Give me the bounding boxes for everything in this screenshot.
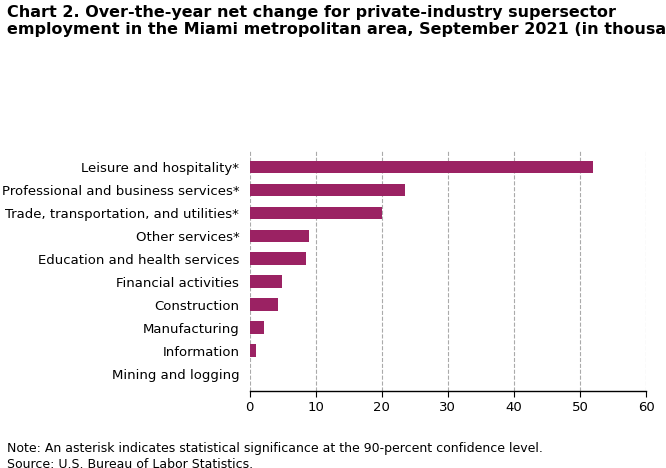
Bar [250,299,278,311]
Text: Source: U.S. Bureau of Labor Statistics.: Source: U.S. Bureau of Labor Statistics. [7,458,253,468]
Text: Note: An asterisk indicates statistical significance at the 90-percent confidenc: Note: An asterisk indicates statistical … [7,442,543,455]
Bar [250,344,256,357]
Bar [250,229,309,242]
Bar [250,276,282,288]
Bar [250,161,593,173]
Bar [250,322,264,334]
Text: Chart 2. Over-the-year net change for private-industry supersector
employment in: Chart 2. Over-the-year net change for pr… [7,5,666,37]
Bar [250,206,382,219]
Bar [250,183,405,196]
Bar [250,253,306,265]
